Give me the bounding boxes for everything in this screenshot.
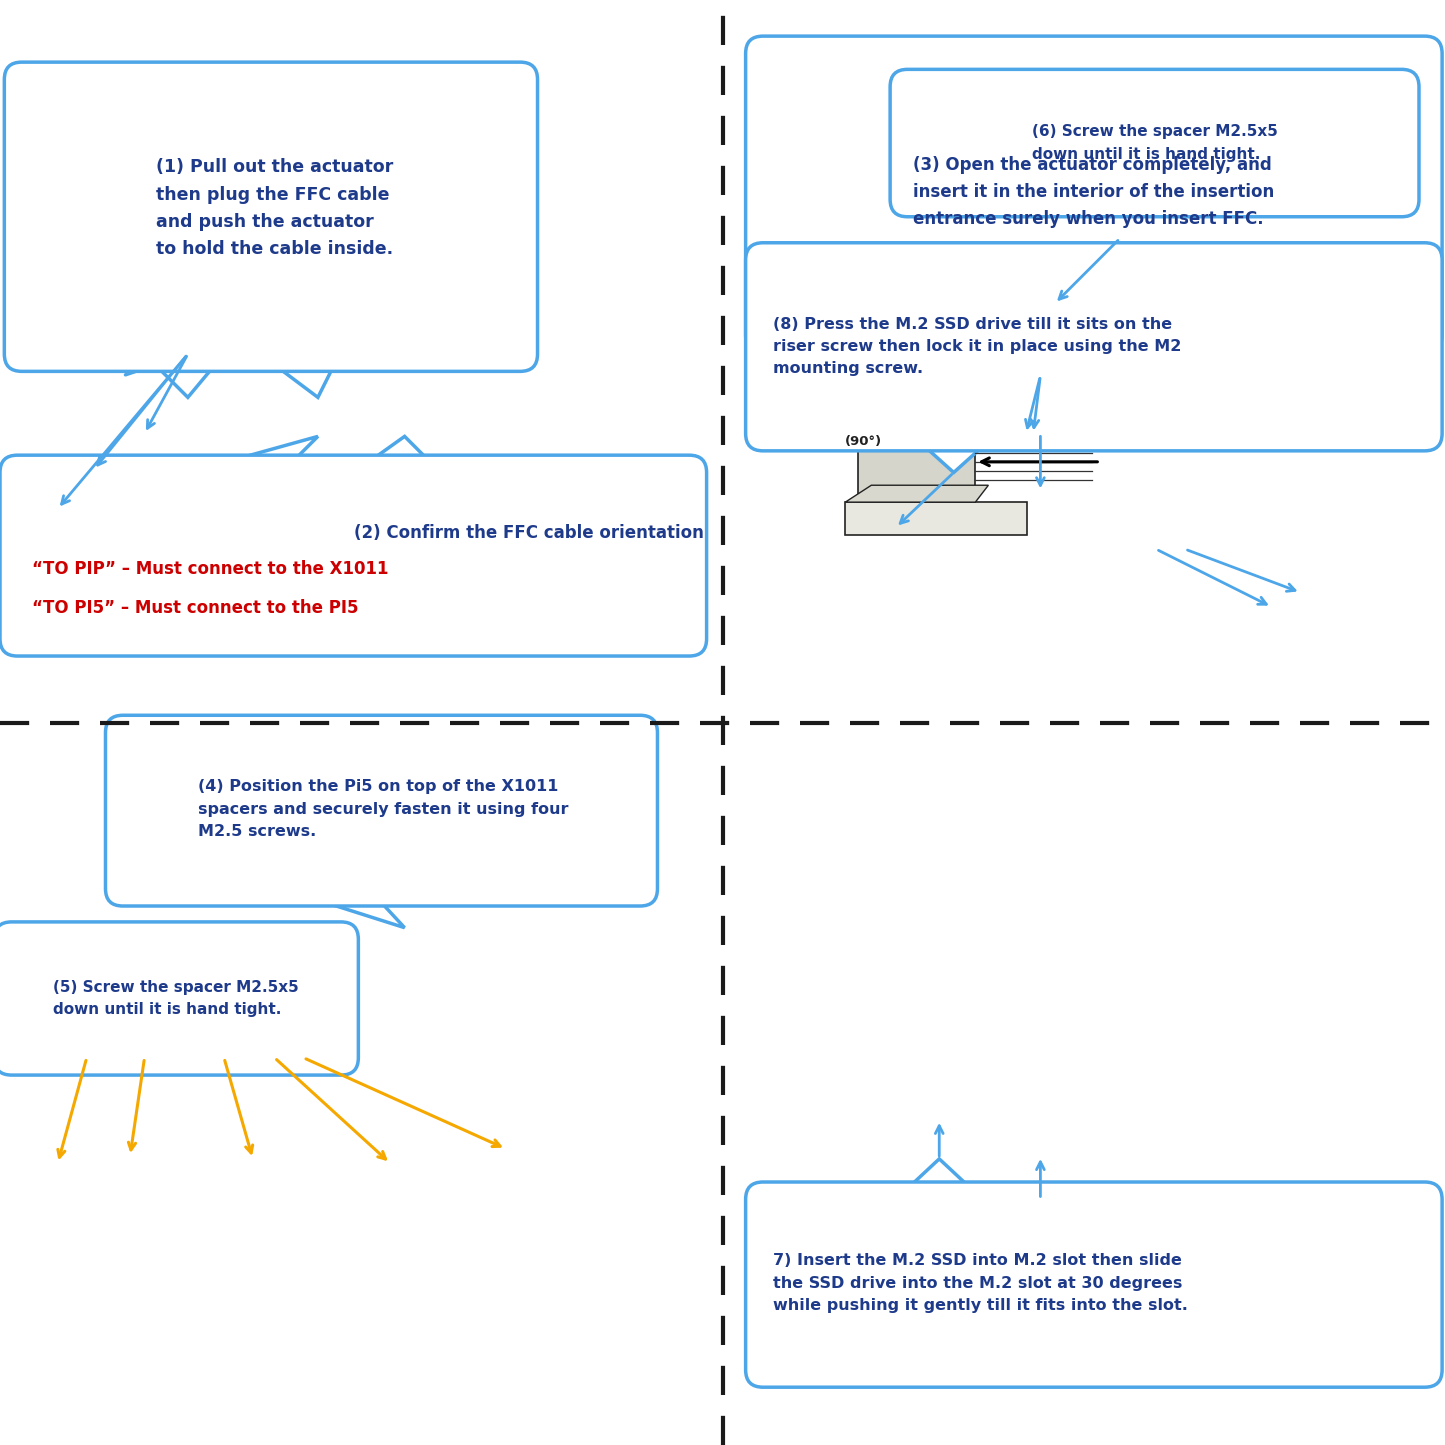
Polygon shape bbox=[845, 486, 988, 503]
Text: (90°): (90°) bbox=[845, 435, 883, 448]
Text: 7) Insert the M.2 SSD into M.2 slot then slide
the SSD drive into the M.2 slot a: 7) Insert the M.2 SSD into M.2 slot then… bbox=[773, 1253, 1188, 1314]
FancyBboxPatch shape bbox=[890, 69, 1419, 217]
Polygon shape bbox=[354, 436, 441, 473]
FancyBboxPatch shape bbox=[746, 36, 1442, 353]
Text: (3) Open the actuator completely, and
insert it in the interior of the insertion: (3) Open the actuator completely, and in… bbox=[913, 156, 1274, 228]
Text: “TO PI5” – Must connect to the PI5: “TO PI5” – Must connect to the PI5 bbox=[32, 600, 358, 617]
FancyBboxPatch shape bbox=[0, 922, 358, 1075]
FancyBboxPatch shape bbox=[105, 715, 657, 906]
Polygon shape bbox=[896, 1159, 983, 1199]
FancyBboxPatch shape bbox=[845, 503, 1027, 535]
Text: (5) Screw the spacer M2.5x5
down until it is hand tight.: (5) Screw the spacer M2.5x5 down until i… bbox=[53, 980, 299, 1017]
Polygon shape bbox=[910, 434, 997, 473]
Text: (4) Position the Pi5 on top of the X1011
spacers and securely fasten it using fo: (4) Position the Pi5 on top of the X1011… bbox=[198, 779, 568, 840]
FancyBboxPatch shape bbox=[0, 455, 707, 656]
Polygon shape bbox=[188, 436, 318, 473]
FancyBboxPatch shape bbox=[858, 431, 975, 503]
Text: (8) Press the M.2 SSD drive till it sits on the
riser screw then lock it in plac: (8) Press the M.2 SSD drive till it sits… bbox=[773, 316, 1182, 377]
FancyBboxPatch shape bbox=[746, 1182, 1442, 1387]
Text: (6) Screw the spacer M2.5x5
down until it is hand tight.: (6) Screw the spacer M2.5x5 down until i… bbox=[1032, 124, 1277, 162]
Polygon shape bbox=[990, 335, 1077, 376]
FancyBboxPatch shape bbox=[746, 243, 1442, 451]
Text: (2) Confirm the FFC cable orientation: (2) Confirm the FFC cable orientation bbox=[354, 525, 704, 542]
Polygon shape bbox=[282, 889, 405, 928]
Polygon shape bbox=[260, 354, 340, 397]
Text: (1) Pull out the actuator
then plug the FFC cable
and push the actuator
to hold : (1) Pull out the actuator then plug the … bbox=[156, 159, 393, 257]
Polygon shape bbox=[1069, 199, 1156, 238]
Polygon shape bbox=[144, 354, 224, 397]
FancyBboxPatch shape bbox=[4, 62, 538, 371]
Text: “TO PIP” – Must connect to the X1011: “TO PIP” – Must connect to the X1011 bbox=[32, 561, 389, 578]
